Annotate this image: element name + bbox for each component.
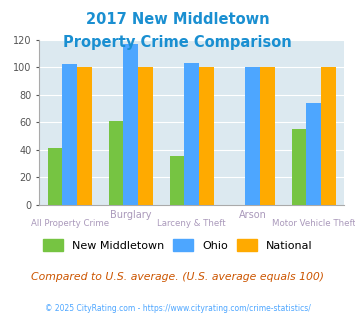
- Bar: [170, 156, 184, 205]
- Text: © 2025 CityRating.com - https://www.cityrating.com/crime-statistics/: © 2025 CityRating.com - https://www.city…: [45, 304, 310, 313]
- Bar: [184, 63, 199, 205]
- Bar: [123, 44, 138, 205]
- Bar: [292, 129, 306, 205]
- Legend: New Middletown, Ohio, National: New Middletown, Ohio, National: [39, 235, 316, 255]
- Bar: [62, 64, 77, 205]
- Text: 2017 New Middletown: 2017 New Middletown: [86, 12, 269, 26]
- Bar: [199, 67, 214, 205]
- Text: All Property Crime: All Property Crime: [31, 219, 109, 228]
- Bar: [109, 121, 123, 205]
- Bar: [321, 67, 336, 205]
- Bar: [306, 103, 321, 205]
- Text: Compared to U.S. average. (U.S. average equals 100): Compared to U.S. average. (U.S. average …: [31, 272, 324, 282]
- Text: Burglary: Burglary: [110, 210, 151, 219]
- Bar: [245, 67, 260, 205]
- Text: Motor Vehicle Theft: Motor Vehicle Theft: [272, 219, 355, 228]
- Bar: [77, 67, 92, 205]
- Bar: [48, 148, 62, 205]
- Text: Larceny & Theft: Larceny & Theft: [157, 219, 226, 228]
- Bar: [138, 67, 153, 205]
- Text: Arson: Arson: [239, 210, 267, 219]
- Text: Property Crime Comparison: Property Crime Comparison: [63, 35, 292, 50]
- Bar: [260, 67, 275, 205]
